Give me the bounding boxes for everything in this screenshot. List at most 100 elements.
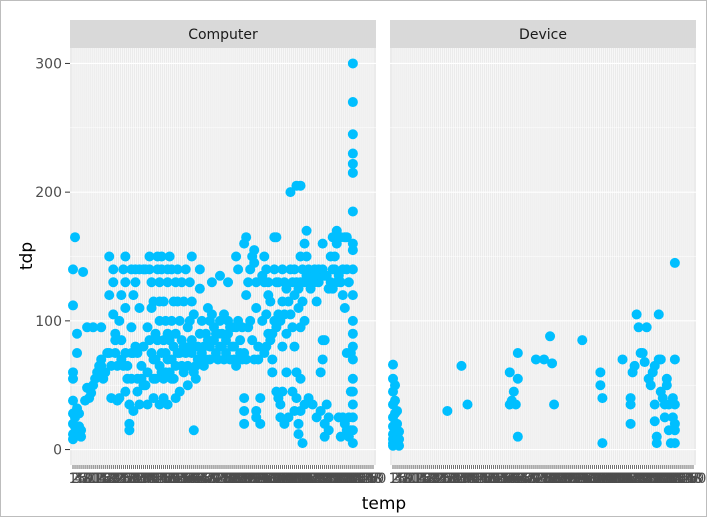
y-axis: 0 100 200 300 bbox=[35, 56, 70, 459]
x-tick-label: 131 bbox=[321, 471, 348, 487]
x-tick-label: 2 bbox=[71, 471, 80, 487]
data-point bbox=[172, 264, 183, 275]
data-point bbox=[110, 348, 121, 359]
x-tick-label: 79 bbox=[221, 471, 239, 487]
x-tick-label: 83 bbox=[549, 471, 567, 487]
x-tick-label: 86 bbox=[235, 471, 253, 487]
x-tick-label: 119 bbox=[617, 471, 644, 487]
x-tick-label: 87 bbox=[557, 471, 575, 487]
x-tick-label: 15 bbox=[412, 471, 430, 487]
x-tick-label: 18 bbox=[418, 471, 436, 487]
x-tick-label: 111 bbox=[601, 471, 628, 487]
x-tick-label: 17 bbox=[96, 471, 114, 487]
data-point bbox=[347, 354, 358, 365]
x-tick-label: 83 bbox=[229, 471, 247, 487]
data-point bbox=[577, 335, 588, 346]
data-point bbox=[329, 251, 340, 262]
data-point bbox=[347, 315, 358, 326]
x-tick-label: 146 bbox=[672, 471, 699, 487]
data-point bbox=[388, 359, 398, 370]
data-point bbox=[206, 277, 217, 288]
data-point bbox=[641, 322, 652, 333]
x-tick-label: 102 bbox=[583, 471, 610, 487]
x-tick-label: 19 bbox=[100, 471, 118, 487]
x-tick-label: 78 bbox=[219, 471, 237, 487]
data-point bbox=[233, 264, 244, 275]
x-tick-label: 137 bbox=[333, 471, 360, 487]
data-point bbox=[72, 328, 83, 339]
data-point bbox=[625, 418, 636, 429]
x-tick-label: 95 bbox=[573, 471, 591, 487]
x-tick-label: 140 bbox=[659, 471, 686, 487]
data-point bbox=[456, 360, 467, 371]
x-tick-label: 38 bbox=[139, 471, 157, 487]
data-point bbox=[158, 296, 169, 307]
x-tick-label: 57 bbox=[497, 471, 515, 487]
x-tick-label: 3 bbox=[393, 471, 402, 487]
data-point bbox=[120, 302, 131, 313]
x-axis-title: temp bbox=[362, 494, 406, 514]
x-tick-label: 58 bbox=[179, 471, 197, 487]
x-tick-label: 57 bbox=[177, 471, 195, 487]
data-point bbox=[549, 399, 560, 410]
x-tick-label: 77 bbox=[217, 471, 235, 487]
x-tick-label: 106 bbox=[591, 471, 618, 487]
x-tick-label: 2 bbox=[391, 471, 400, 487]
x-tick-label: 46 bbox=[155, 471, 173, 487]
x-tick-label: 68 bbox=[199, 471, 217, 487]
x-tick-label: 98 bbox=[579, 471, 597, 487]
data-point bbox=[128, 290, 139, 301]
data-point bbox=[281, 367, 292, 378]
data-point bbox=[347, 438, 358, 449]
x-tick-label: 10 bbox=[402, 471, 420, 487]
x-tick-label: 37 bbox=[457, 471, 475, 487]
data-point bbox=[347, 328, 358, 339]
x-tick-label: 60 bbox=[183, 471, 201, 487]
data-point bbox=[235, 335, 246, 346]
x-tick-label: 88 bbox=[559, 471, 577, 487]
x-tick-label: 22 bbox=[106, 471, 124, 487]
data-point bbox=[669, 257, 680, 268]
x-tick-label: 32 bbox=[447, 471, 465, 487]
x-tick-label: 9 bbox=[405, 471, 414, 487]
x-tick-label: 52 bbox=[487, 471, 505, 487]
data-point bbox=[241, 290, 252, 301]
x-tick-label: 79 bbox=[541, 471, 559, 487]
facet-device: Device bbox=[388, 20, 696, 465]
points bbox=[388, 257, 680, 451]
data-point bbox=[301, 225, 312, 236]
x-tick-label: 27 bbox=[436, 471, 454, 487]
x-tick-label: 76 bbox=[215, 471, 233, 487]
x-tick-label: 147 bbox=[354, 471, 381, 487]
data-point bbox=[68, 395, 78, 406]
x-tick-label: 100 bbox=[579, 471, 606, 487]
x-tick-label: 21 bbox=[104, 471, 122, 487]
x-tick-label: 29 bbox=[120, 471, 138, 487]
data-point bbox=[295, 373, 306, 384]
data-point bbox=[138, 341, 149, 352]
x-tick-label: 144 bbox=[348, 471, 375, 487]
x-tick-label: 59 bbox=[501, 471, 519, 487]
x-tick-label: 8 bbox=[83, 471, 92, 487]
data-point bbox=[269, 264, 280, 275]
data-point bbox=[390, 380, 401, 391]
data-point bbox=[241, 354, 252, 365]
x-tick-label: 42 bbox=[467, 471, 485, 487]
data-point bbox=[343, 277, 354, 288]
x-tick-label: 106 bbox=[271, 471, 298, 487]
y-tick-label: 200 bbox=[35, 185, 62, 201]
x-tick-label: 19 bbox=[420, 471, 438, 487]
data-point bbox=[504, 367, 515, 378]
x-tick-label: 126 bbox=[311, 471, 338, 487]
x-tick-label: 64 bbox=[191, 471, 209, 487]
x-tick-label: 99 bbox=[261, 471, 279, 487]
x-tick-label: 51 bbox=[485, 471, 503, 487]
x-tick-label: 110 bbox=[599, 471, 626, 487]
x-tick-label: 78 bbox=[539, 471, 557, 487]
x-tick-label: 91 bbox=[245, 471, 263, 487]
x-tick-label: 45 bbox=[153, 471, 171, 487]
x-tick-label: 136 bbox=[651, 471, 678, 487]
x-tick-label: 131 bbox=[641, 471, 668, 487]
x-tick-label: 67 bbox=[517, 471, 535, 487]
x-tick-label: 63 bbox=[509, 471, 527, 487]
